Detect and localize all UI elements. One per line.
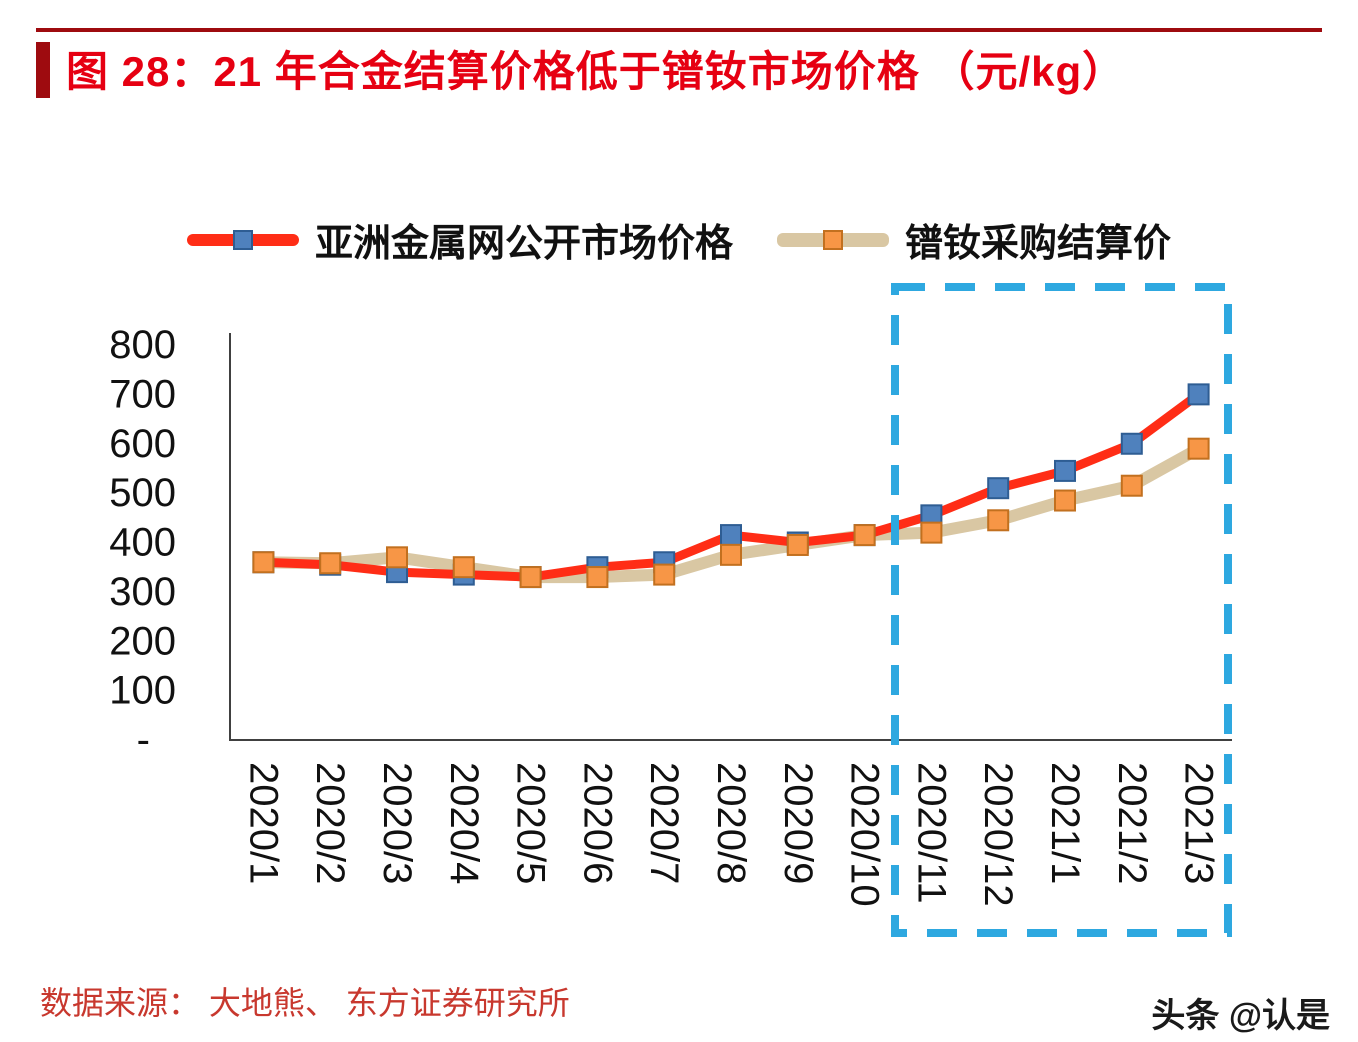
data-point-marker bbox=[386, 546, 408, 569]
data-point-marker bbox=[653, 563, 676, 586]
data-point-marker bbox=[1120, 432, 1143, 455]
settlement-marker-icon bbox=[823, 229, 843, 250]
y-tick-label: 600 bbox=[109, 422, 176, 466]
x-axis-labels: 2020/1 2020/2 2020/3 2020/4 2020/5 2020/6 2020… bbox=[241, 762, 1220, 907]
x-tick-label: 2020/9 bbox=[776, 762, 820, 884]
x-tick-label: 2020/10 bbox=[843, 762, 887, 907]
data-point-marker bbox=[1187, 437, 1210, 460]
data-point-marker bbox=[920, 521, 943, 544]
data-source-note: 数据来源： 大地熊、 东方证券研究所 bbox=[40, 985, 570, 1021]
x-tick-label: 2020/1 bbox=[241, 762, 285, 884]
y-tick-label: - bbox=[137, 718, 150, 762]
title-top-rule bbox=[36, 28, 1322, 32]
data-point-marker bbox=[987, 509, 1010, 532]
data-point-marker bbox=[987, 477, 1010, 500]
x-tick-label: 2020/5 bbox=[509, 762, 553, 884]
data-point-marker bbox=[452, 556, 475, 579]
data-point-marker bbox=[786, 533, 809, 556]
x-tick-label: 2020/4 bbox=[442, 762, 486, 884]
data-point-marker bbox=[720, 524, 742, 547]
x-tick-label: 2020/7 bbox=[642, 762, 686, 884]
x-tick-label: 2020/11 bbox=[909, 762, 953, 904]
y-tick-label: 100 bbox=[109, 669, 176, 713]
y-tick-label: 200 bbox=[109, 619, 176, 663]
watermark-text: 头条 @认是 bbox=[1151, 997, 1330, 1035]
x-tick-label: 2021/1 bbox=[1043, 762, 1087, 884]
data-point-marker bbox=[1054, 459, 1076, 482]
x-tick-label: 2020/6 bbox=[575, 762, 619, 884]
x-tick-label: 2021/2 bbox=[1110, 762, 1154, 884]
legend-label-settlement: 镨钕采购结算价 bbox=[905, 223, 1172, 265]
legend-label-market: 亚洲金属网公开市场价格 bbox=[314, 223, 733, 265]
series-markers-settlement bbox=[252, 437, 1210, 589]
y-tick-label: 700 bbox=[109, 372, 176, 416]
x-tick-label: 2020/2 bbox=[308, 762, 352, 884]
legend-swatch-market-line bbox=[186, 229, 299, 250]
data-point-marker bbox=[1120, 474, 1143, 497]
x-tick-label: 2020/8 bbox=[709, 762, 753, 884]
y-tick-label: 800 bbox=[109, 323, 176, 367]
y-tick-label: 500 bbox=[109, 471, 176, 515]
x-tick-label: 2020/12 bbox=[976, 762, 1020, 907]
highlight-dashed-box bbox=[891, 283, 1232, 937]
y-axis-labels: 800 700 600 500 400 300 200 100 - bbox=[109, 323, 176, 762]
data-point-marker bbox=[519, 566, 542, 589]
x-tick-label: 2021/3 bbox=[1177, 762, 1221, 884]
data-point-marker bbox=[853, 524, 876, 547]
x-tick-label: 2020/3 bbox=[375, 762, 419, 884]
chart-title: 图 28：21 年合金结算价格低于镨钕市场价格 （元/kg） bbox=[66, 48, 1126, 95]
data-point-marker bbox=[586, 566, 609, 589]
legend-item-settlement-price: 镨钕采购结算价 bbox=[777, 212, 1171, 267]
y-tick-label: 300 bbox=[109, 570, 176, 614]
data-point-marker bbox=[252, 551, 275, 574]
data-point-marker bbox=[1054, 489, 1076, 512]
legend-swatch-settlement-line bbox=[777, 229, 889, 250]
data-point-marker bbox=[319, 552, 342, 575]
chart-legend: 亚洲金属网公开市场价格 镨钕采购结算价 bbox=[0, 212, 1358, 267]
data-point-marker bbox=[1187, 383, 1210, 406]
y-tick-label: 400 bbox=[109, 521, 176, 565]
market-marker-icon bbox=[232, 229, 253, 250]
title-accent-bar bbox=[36, 42, 50, 98]
legend-item-market-price: 亚洲金属网公开市场价格 bbox=[186, 212, 733, 267]
data-point-marker bbox=[720, 543, 742, 566]
